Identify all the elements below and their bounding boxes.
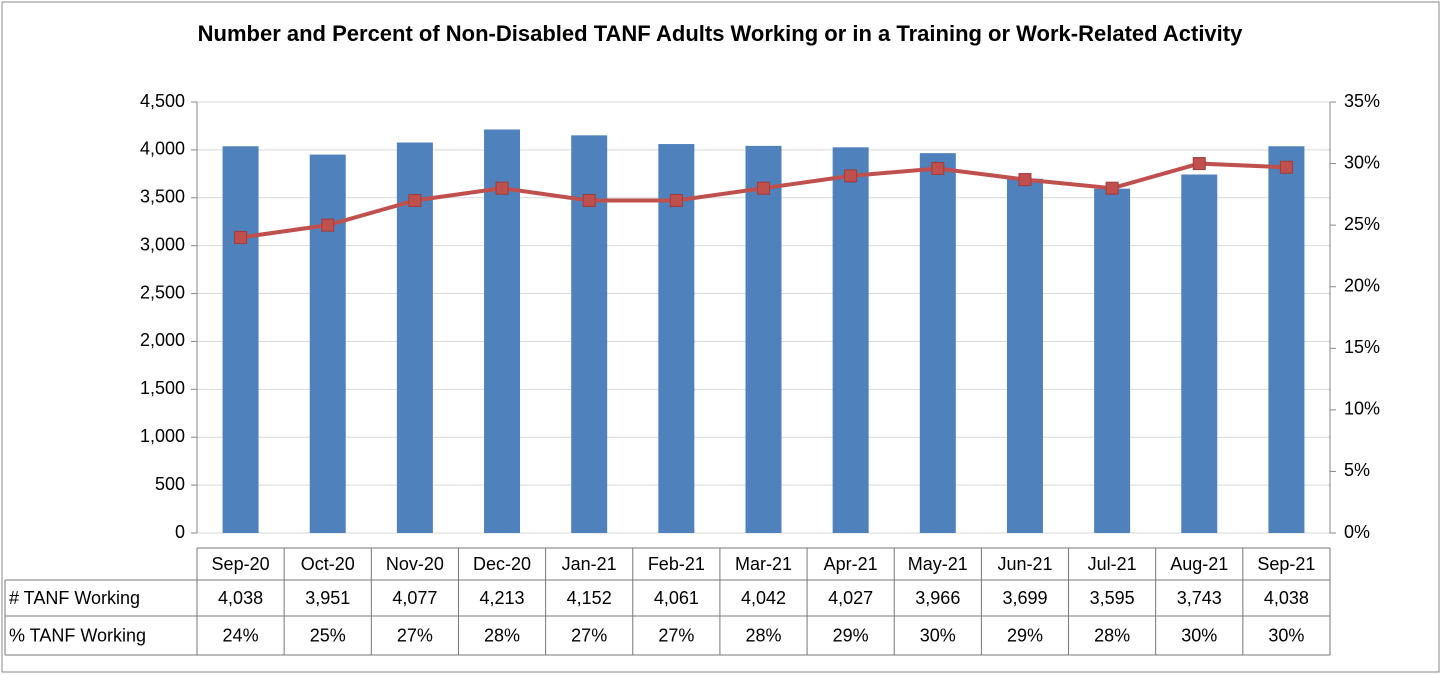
- data-label: 27%: [658, 625, 694, 645]
- y-tick-label: 1,500: [140, 378, 185, 398]
- y2-tick-label: 15%: [1344, 337, 1380, 357]
- marker: [1018, 173, 1032, 187]
- data-label: 4,152: [567, 588, 612, 608]
- y-tick-label: 3,500: [140, 187, 185, 207]
- data-label: 3,595: [1090, 588, 1135, 608]
- y-tick-label: 1,000: [140, 426, 185, 446]
- x-tick-label: Feb-21: [648, 554, 705, 574]
- y-tick-label: 4,500: [140, 91, 185, 111]
- data-label: 4,038: [1264, 588, 1309, 608]
- bar: [396, 142, 433, 533]
- data-label: 3,966: [915, 588, 960, 608]
- data-label: 29%: [1007, 625, 1043, 645]
- data-label: 29%: [833, 625, 869, 645]
- y2-tick-label: 35%: [1344, 91, 1380, 111]
- marker: [669, 194, 683, 208]
- bar: [1268, 146, 1305, 533]
- data-label: 4,042: [741, 588, 786, 608]
- marker: [495, 181, 509, 195]
- bar: [222, 146, 259, 533]
- data-label: 4,213: [480, 588, 525, 608]
- data-label: 4,027: [828, 588, 873, 608]
- data-label: 27%: [571, 625, 607, 645]
- legend-label: % TANF Working: [9, 625, 146, 645]
- x-tick-label: May-21: [908, 554, 968, 574]
- bar: [919, 153, 956, 534]
- data-label: 28%: [745, 625, 781, 645]
- y2-tick-label: 30%: [1344, 152, 1380, 172]
- x-tick-label: Jan-21: [562, 554, 617, 574]
- y2-tick-label: 0%: [1344, 522, 1370, 542]
- x-tick-label: Sep-21: [1257, 554, 1315, 574]
- y2-tick-label: 10%: [1344, 399, 1380, 419]
- data-label: 25%: [310, 625, 346, 645]
- marker: [234, 230, 248, 244]
- y2-tick-label: 20%: [1344, 275, 1380, 295]
- marker: [931, 161, 945, 175]
- y2-tick-label: 5%: [1344, 460, 1370, 480]
- marker: [1192, 157, 1206, 171]
- bar: [484, 129, 521, 533]
- y-tick-label: 0: [175, 522, 185, 542]
- x-tick-label: Nov-20: [386, 554, 444, 574]
- x-tick-label: Dec-20: [473, 554, 531, 574]
- x-tick-label: Jun-21: [997, 554, 1052, 574]
- data-label: 28%: [1094, 625, 1130, 645]
- marker: [1279, 160, 1293, 174]
- x-tick-label: Apr-21: [824, 554, 878, 574]
- marker: [844, 169, 858, 183]
- y-tick-label: 3,000: [140, 234, 185, 254]
- x-tick-label: Jul-21: [1088, 554, 1137, 574]
- bar: [1094, 188, 1131, 533]
- data-label: 3,951: [305, 588, 350, 608]
- bar: [745, 145, 782, 534]
- bar: [1181, 174, 1218, 533]
- y2-tick-label: 25%: [1344, 214, 1380, 234]
- chart-title: Number and Percent of Non-Disabled TANF …: [197, 21, 1243, 46]
- data-label: 28%: [484, 625, 520, 645]
- bar: [832, 147, 869, 533]
- marker: [582, 194, 596, 208]
- bar: [1006, 178, 1043, 533]
- marker: [757, 181, 770, 195]
- y-tick-label: 2,500: [140, 282, 185, 302]
- data-label: 3,699: [1002, 588, 1047, 608]
- marker: [1105, 181, 1119, 195]
- y-tick-label: 4,000: [140, 139, 185, 159]
- data-label: 4,038: [218, 588, 263, 608]
- bar: [658, 144, 695, 533]
- x-tick-label: Sep-20: [212, 554, 270, 574]
- x-tick-label: Mar-21: [735, 554, 792, 574]
- data-label: 4,061: [654, 588, 699, 608]
- x-tick-label: Aug-21: [1170, 554, 1228, 574]
- legend-label: # TANF Working: [9, 588, 140, 608]
- data-label: 24%: [223, 625, 259, 645]
- data-label: 4,077: [392, 588, 437, 608]
- data-label: 3,743: [1177, 588, 1222, 608]
- x-tick-label: Oct-20: [301, 554, 355, 574]
- data-label: 30%: [1268, 625, 1304, 645]
- data-label: 30%: [1181, 625, 1217, 645]
- data-label: 30%: [920, 625, 956, 645]
- bar: [309, 154, 346, 533]
- data-label: 27%: [397, 625, 433, 645]
- y-tick-label: 2,000: [140, 330, 185, 350]
- y-tick-label: 500: [155, 474, 185, 494]
- marker: [408, 194, 422, 208]
- marker: [321, 218, 335, 232]
